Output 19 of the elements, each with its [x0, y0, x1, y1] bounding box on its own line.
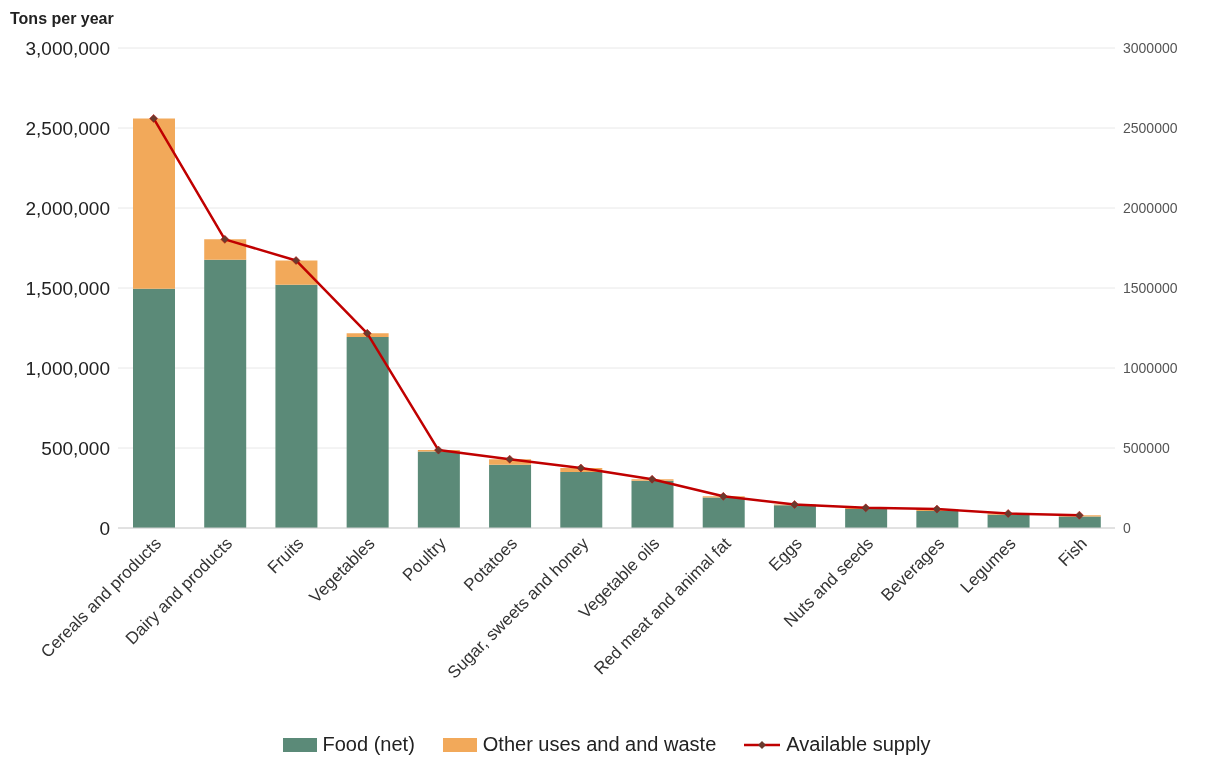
- legend-label: Available supply: [786, 733, 931, 756]
- y-tick-label: 500,000: [41, 437, 110, 459]
- y2-tick-label: 2500000: [1123, 119, 1178, 136]
- y2-tick-label: 2000000: [1123, 199, 1178, 216]
- y-tick-label: 3,000,000: [25, 37, 110, 59]
- y-tick-label: 2,000,000: [25, 197, 110, 219]
- x-tick-label: Fish: [1054, 533, 1091, 571]
- y2-tick-label: 3000000: [1123, 39, 1178, 56]
- y-axis-title: Tons per year: [10, 10, 114, 28]
- y2-tick-label: 0: [1123, 519, 1131, 536]
- legend-label: Other uses and and waste: [482, 733, 717, 756]
- y2-tick-label: 1000000: [1123, 359, 1178, 376]
- legend-label: Food (net): [322, 733, 415, 756]
- y2-tick-label: 1500000: [1123, 279, 1178, 296]
- y-tick-label: 2,500,000: [25, 117, 110, 139]
- y-tick-label: 1,500,000: [25, 277, 110, 299]
- y2-tick-label: 500000: [1123, 439, 1170, 456]
- y-tick-label: 0: [99, 517, 110, 539]
- y-tick-label: 1,000,000: [25, 357, 110, 379]
